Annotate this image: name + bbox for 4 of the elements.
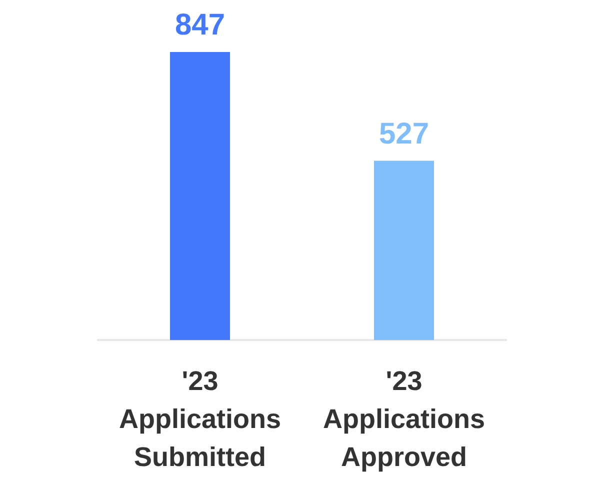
data-label: 527 — [378, 117, 430, 150]
x-tick-label: '23 Applications Submitted — [118, 366, 282, 472]
data-label: 847 — [174, 8, 226, 42]
x-tick-label: '23 Applications Approved — [322, 366, 486, 472]
